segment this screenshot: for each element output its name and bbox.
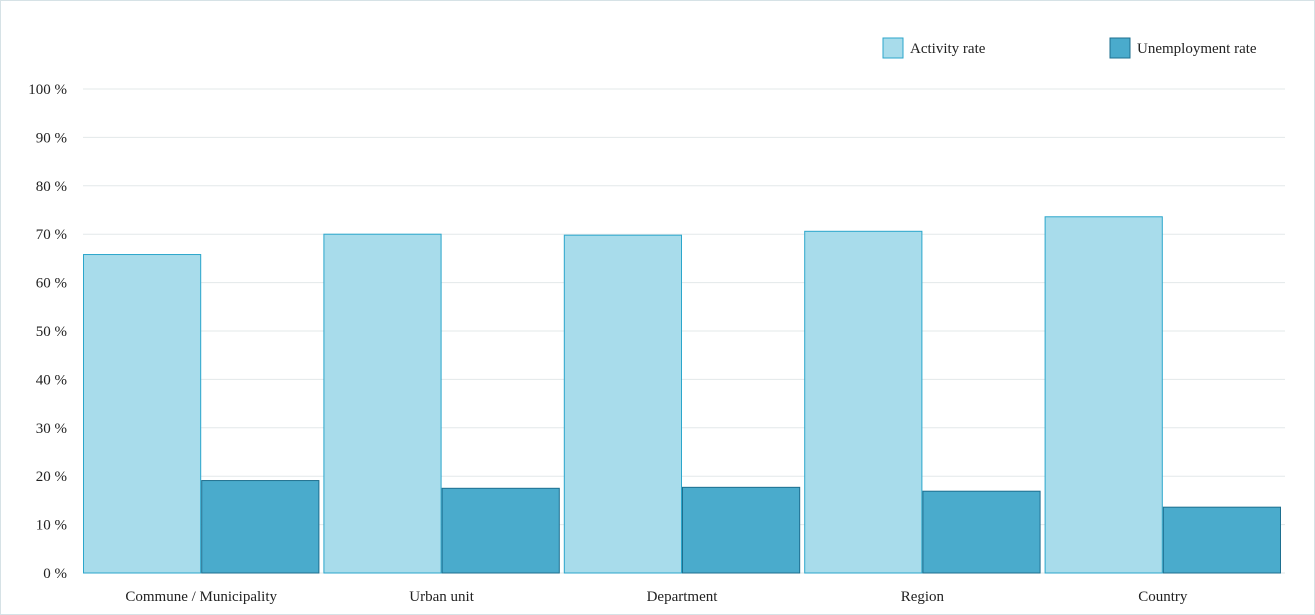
bar-unemployment-rate[interactable] (1162, 506, 1282, 574)
y-tick-label: 0 % (43, 566, 67, 582)
bars (83, 216, 1282, 574)
legend-label: Unemployment rate (1137, 41, 1257, 57)
bar-activity-rate[interactable] (323, 233, 442, 574)
bar-unemployment-rate[interactable] (201, 480, 320, 574)
y-tick-label: 80 % (36, 179, 67, 195)
y-tick-label: 60 % (36, 276, 67, 292)
bar-unemployment-rate[interactable] (682, 486, 801, 574)
y-tick-label: 50 % (36, 324, 67, 340)
x-tick-label: Country (1138, 589, 1188, 605)
y-tick-label: 30 % (36, 421, 67, 437)
bar-activity-rate[interactable] (804, 230, 923, 574)
y-tick-label: 70 % (36, 227, 67, 243)
legend: Activity rate Unemployment rate (882, 37, 1257, 59)
legend-item-unemployment-rate[interactable]: Unemployment rate (1109, 37, 1257, 59)
y-tick-label: 100 % (28, 82, 67, 98)
y-tick-label: 90 % (36, 130, 67, 146)
legend-item-activity-rate[interactable]: Activity rate (882, 37, 986, 59)
x-tick-label: Commune / Municipality (125, 589, 277, 605)
bar-activity-rate[interactable] (83, 254, 202, 574)
bar-unemployment-rate[interactable] (441, 487, 560, 574)
x-axis-ticks: Commune / Municipality Urban unit Departme… (125, 589, 1188, 605)
y-tick-label: 40 % (36, 372, 67, 388)
x-tick-label: Urban unit (409, 589, 474, 605)
y-tick-label: 10 % (36, 518, 67, 534)
x-tick-label: Region (901, 589, 945, 605)
legend-label: Activity rate (910, 41, 986, 57)
x-tick-label: Department (647, 589, 719, 605)
legend-swatch (1109, 37, 1131, 59)
bar-activity-rate[interactable] (563, 234, 682, 574)
bar-unemployment-rate[interactable] (922, 490, 1041, 574)
legend-swatch (882, 37, 904, 59)
bar-activity-rate[interactable] (1044, 216, 1163, 574)
y-axis-ticks: 0 % 10 % 20 % 30 % 40 % 50 % 60 % 70 % 80 % 90 % 1… (28, 82, 67, 582)
y-tick-label: 20 % (36, 469, 67, 485)
